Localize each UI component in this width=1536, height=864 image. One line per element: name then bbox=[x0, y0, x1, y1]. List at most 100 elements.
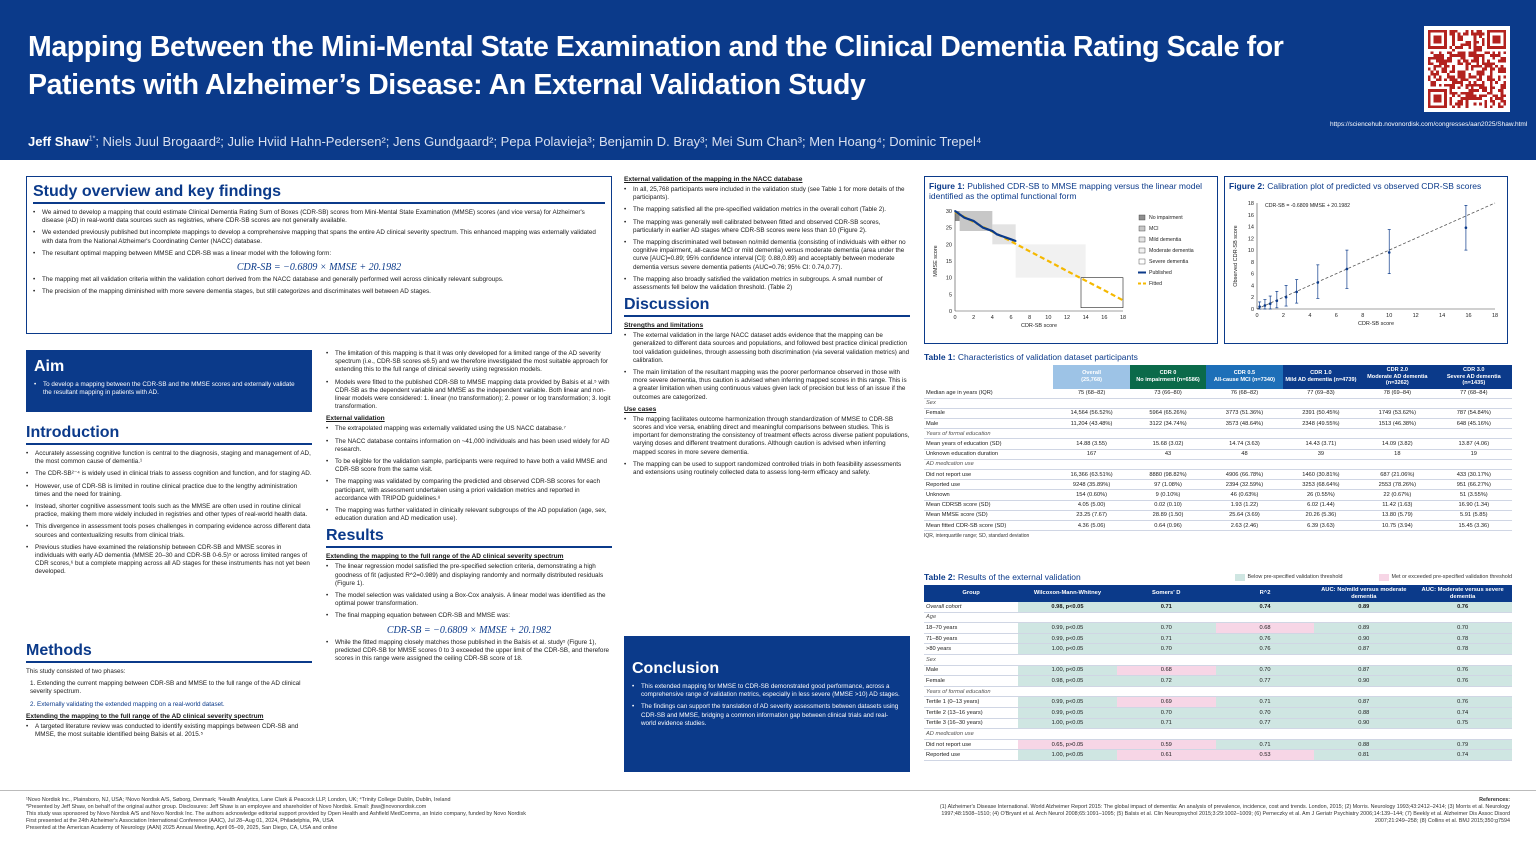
table-1-caption: Table 1: Characteristics of validation d… bbox=[924, 352, 1138, 362]
qr-url[interactable]: https://sciencehub.novonordisk.com/congr… bbox=[1330, 121, 1528, 128]
qr-module bbox=[1471, 59, 1474, 63]
qr-finder bbox=[1492, 35, 1501, 44]
table-cell: 2348 (49.55%) bbox=[1282, 418, 1360, 430]
qr-module bbox=[1433, 67, 1437, 71]
qr-module bbox=[1481, 32, 1485, 36]
table-row: Male 1.00, p<0.05 0.68 0.70 0.87 0.76 bbox=[924, 665, 1512, 677]
qr-module bbox=[1462, 91, 1466, 95]
table-1-column-header: CDR 2.0 Moderate AD dementia (n=3262) bbox=[1359, 365, 1436, 389]
intro-bullet: Previous studies have examined the relat… bbox=[26, 544, 312, 577]
qr-module bbox=[1471, 51, 1474, 55]
qr-module bbox=[1438, 75, 1442, 79]
qr-module bbox=[1476, 78, 1480, 82]
qr-module bbox=[1428, 78, 1431, 82]
table-cell: Mean fitted CDR-SB score (SD) bbox=[924, 520, 1054, 532]
results-bullet: The linear regression model satisfied th… bbox=[326, 563, 612, 588]
qr-module bbox=[1462, 32, 1466, 36]
methods-bullet: The mapping was further validated in cli… bbox=[326, 507, 612, 523]
table-cell: 0.74 bbox=[1413, 707, 1512, 719]
qr-module bbox=[1468, 83, 1472, 87]
x-tick-label: 6 bbox=[1335, 313, 1338, 319]
table-cell: 20.26 (5.36) bbox=[1282, 510, 1360, 521]
table-1-column-header: Overall (25,768) bbox=[1053, 365, 1130, 389]
table-cell: 648 (45.16%) bbox=[1435, 418, 1512, 430]
qr-module bbox=[1441, 54, 1445, 57]
table-cell: 0.99, p<0.05 bbox=[1018, 622, 1117, 634]
qr-module bbox=[1452, 64, 1455, 68]
calibration-point bbox=[1263, 304, 1267, 307]
published-point bbox=[954, 210, 956, 212]
conclusion-bullet: The findings can support the translation… bbox=[632, 703, 902, 728]
qr-module bbox=[1503, 94, 1506, 98]
qr-module bbox=[1468, 54, 1472, 57]
qr-module bbox=[1476, 83, 1480, 87]
qr-module bbox=[1449, 78, 1453, 82]
table-row: Tertile 3 (16–30 years) 1.00, p<0.05 0.71 0… bbox=[924, 718, 1512, 730]
x-tick-label: 12 bbox=[1413, 313, 1419, 319]
qr-module bbox=[1487, 64, 1490, 68]
table-cell: 1460 (30.81%) bbox=[1282, 469, 1360, 481]
qr-module bbox=[1476, 32, 1480, 36]
qr-code[interactable] bbox=[1424, 26, 1510, 112]
x-tick-label: 4 bbox=[991, 315, 994, 321]
table-cell: 15.68 (3.02) bbox=[1129, 438, 1207, 450]
legend-swatch bbox=[1138, 236, 1146, 243]
results-bullet: In all, 25,768 participants were include… bbox=[624, 186, 910, 202]
introduction-heading: Introduction bbox=[26, 424, 312, 445]
qr-module bbox=[1487, 91, 1490, 95]
qr-module bbox=[1449, 83, 1453, 87]
qr-module bbox=[1468, 75, 1472, 79]
figure-1-chart: 0 2 4 6 8 10 12 14 16 18 0 5 10 15 20 25 30 CDR-SB score M… bbox=[933, 209, 1194, 329]
table-row: Tertile 1 (0–13 years) 0.99, p<0.05 0.69 0.… bbox=[924, 696, 1512, 708]
table-cell: 11.42 (1.63) bbox=[1359, 500, 1436, 511]
table-cell: 1.00, p<0.05 bbox=[1018, 665, 1117, 677]
qr-module bbox=[1433, 54, 1437, 57]
table-cell: 0.89 bbox=[1314, 622, 1414, 634]
qr-module bbox=[1436, 73, 1439, 76]
qr-module bbox=[1497, 67, 1501, 71]
qr-module bbox=[1471, 83, 1474, 87]
qr-module bbox=[1473, 59, 1477, 63]
legend-label: Published bbox=[1149, 270, 1172, 276]
qr-module bbox=[1452, 105, 1455, 108]
qr-module bbox=[1454, 30, 1458, 33]
qr-module bbox=[1454, 81, 1458, 84]
overview-panel: Study overview and key findings We aimed… bbox=[26, 176, 612, 334]
qr-module bbox=[1497, 89, 1501, 92]
results-subheading: Extending the mapping to the full range … bbox=[326, 553, 564, 561]
qr-module bbox=[1473, 97, 1477, 100]
qr-module bbox=[1479, 46, 1482, 49]
table-section-label: AD medication use bbox=[924, 728, 1512, 740]
qr-module bbox=[1460, 51, 1463, 55]
introduction-section: Introduction Accurately assessing cognit… bbox=[26, 424, 312, 581]
qr-module bbox=[1444, 59, 1447, 63]
qr-module bbox=[1473, 38, 1477, 41]
qr-module bbox=[1462, 75, 1466, 79]
y-axis-label: MMSE score bbox=[933, 245, 939, 276]
table-cell: 26 (0.55%) bbox=[1282, 489, 1360, 501]
qr-module bbox=[1476, 73, 1480, 76]
qr-module bbox=[1489, 99, 1493, 103]
table-row: Mean years of education (SD) 14.88 (3.55)… bbox=[924, 438, 1512, 450]
qr-module bbox=[1471, 30, 1474, 33]
table-cell: 687 (21.06%) bbox=[1359, 469, 1436, 481]
table-section-label: Years of formal education bbox=[924, 686, 1512, 698]
table-1-note: IQR, interquartile range; SD, standard d… bbox=[924, 533, 1030, 540]
qr-module bbox=[1492, 99, 1496, 103]
qr-module bbox=[1473, 102, 1477, 106]
qr-module bbox=[1473, 43, 1477, 47]
table-1-column-header bbox=[924, 365, 1054, 389]
table-cell: Did not report use bbox=[924, 739, 1019, 751]
qr-module bbox=[1476, 48, 1480, 52]
qr-module bbox=[1500, 97, 1504, 100]
qr-module bbox=[1449, 75, 1453, 79]
figure-1-panel: Figure 1: Published CDR-SB to MMSE mappi… bbox=[924, 176, 1218, 344]
table-cell: 9 (0.10%) bbox=[1129, 489, 1207, 501]
table-cell: 0.90 bbox=[1314, 675, 1414, 687]
table-cell: 0.99, p<0.05 bbox=[1018, 633, 1117, 645]
qr-module bbox=[1430, 56, 1434, 60]
table-row: AD medication use bbox=[924, 728, 1512, 740]
qr-module bbox=[1465, 67, 1469, 71]
table-cell: 0.99, p<0.05 bbox=[1018, 696, 1117, 708]
qr-module bbox=[1449, 51, 1453, 55]
